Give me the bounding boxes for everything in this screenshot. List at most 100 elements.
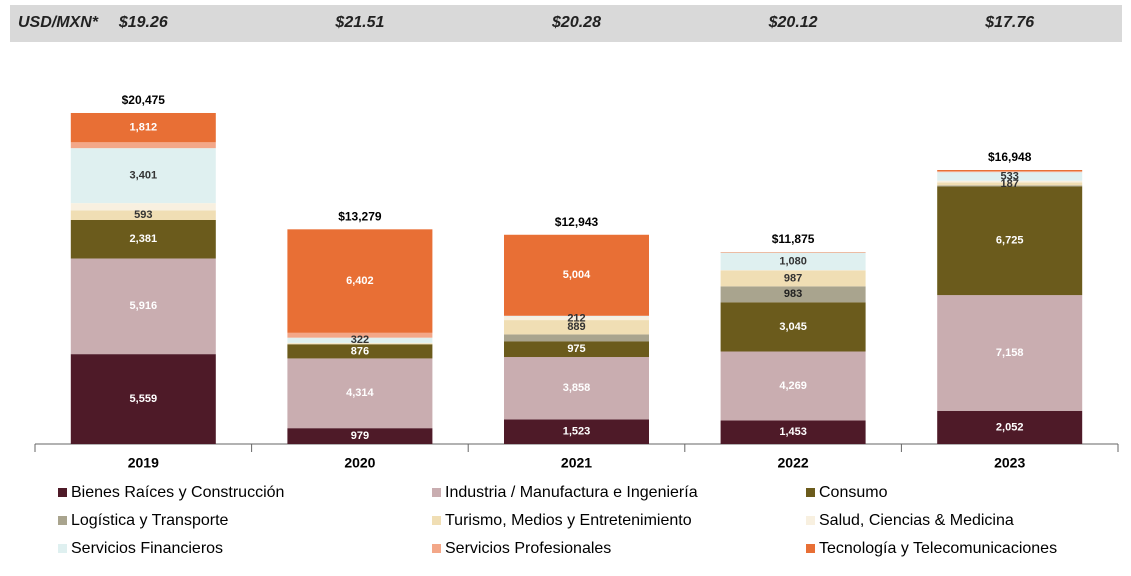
bar-segment [504, 316, 649, 321]
total-label: $16,948 [988, 150, 1032, 164]
bar-segment [287, 428, 433, 444]
bar-segment [70, 148, 216, 204]
legend-label: Servicios Financieros [71, 540, 223, 557]
bar-segment [70, 203, 216, 211]
legend-swatch [58, 488, 67, 497]
header-rate: $20.12 [768, 14, 818, 31]
bar-segment [287, 344, 433, 359]
legend-swatch [58, 516, 67, 525]
bar-segment [287, 337, 433, 343]
bar-segment [287, 343, 433, 345]
bar-segment [287, 342, 433, 344]
total-label: $20,475 [122, 93, 166, 107]
x-tick-label: 2023 [994, 455, 1025, 471]
data-label: 4,269 [779, 380, 807, 392]
data-label: 987 [784, 272, 802, 284]
bar-segment [937, 171, 1083, 173]
data-label: 593 [134, 209, 152, 221]
data-label: 6,402 [346, 275, 374, 287]
x-tick-label: 2019 [128, 455, 159, 471]
header-rate: $19.26 [118, 14, 168, 31]
data-label: 1,812 [130, 122, 158, 134]
data-label: 1,523 [563, 426, 591, 438]
data-label: 322 [351, 334, 369, 346]
bar-segment [287, 229, 433, 333]
bar-segment [70, 219, 216, 259]
total-label: $13,279 [338, 209, 382, 223]
bar-segment [937, 295, 1083, 411]
x-tick-label: 2021 [561, 455, 592, 471]
data-label: 979 [351, 430, 369, 442]
bar-segment [504, 334, 649, 342]
bar-segment [937, 172, 1083, 181]
legend-swatch [806, 516, 815, 525]
bar-segment [70, 142, 216, 149]
legend-swatch [432, 544, 441, 553]
legend-swatch [806, 544, 815, 553]
legend-label: Logística y Transporte [71, 512, 229, 529]
data-label: 5,559 [130, 393, 158, 405]
legend-label: Industria / Manufactura e Ingeniería [445, 484, 698, 501]
data-label: 5,916 [130, 300, 158, 312]
data-label: 889 [567, 321, 585, 333]
bar-segment [70, 210, 216, 220]
data-label: 6,725 [996, 235, 1024, 247]
bar-segment [937, 410, 1083, 444]
bar-segment [720, 351, 866, 421]
legend-swatch [432, 488, 441, 497]
legend-swatch [58, 544, 67, 553]
bar-segment [504, 357, 649, 420]
bar-segment [937, 180, 1083, 183]
data-label: 1,080 [779, 255, 807, 267]
header-rate: $21.51 [334, 14, 384, 31]
legend-label: Bienes Raíces y Construcción [71, 484, 284, 501]
bar-segment [937, 186, 1083, 296]
data-label: 3,401 [130, 170, 158, 182]
bar-segment [287, 358, 433, 429]
bar-segment [504, 316, 649, 317]
data-label: 2,381 [130, 233, 158, 245]
bar-segment [720, 420, 866, 444]
header-band [10, 5, 1122, 42]
bar-segment [504, 234, 649, 316]
bar-segment [70, 258, 216, 355]
data-label: 7,158 [996, 347, 1024, 359]
x-tick-label: 2022 [778, 455, 809, 471]
bar-segment [720, 286, 866, 303]
data-label: 5,004 [563, 269, 591, 281]
bar-segment [937, 170, 1083, 172]
bar-segment [720, 270, 866, 287]
data-label: 975 [567, 343, 585, 355]
data-label: 533 [1001, 170, 1019, 182]
header-label: USD/MXN* [18, 14, 99, 31]
bar-segment [720, 252, 866, 271]
legend-swatch [806, 488, 815, 497]
x-tick-label: 2020 [344, 455, 375, 471]
legend-label: Tecnología y Telecomunicaciones [819, 540, 1057, 557]
bar-segment [937, 182, 1083, 186]
data-label: 187 [1001, 178, 1019, 190]
bar-segment [504, 341, 649, 358]
data-label: 2,052 [996, 421, 1024, 433]
data-label: 4,314 [346, 387, 374, 399]
legend-label: Turismo, Medios y Entretenimiento [445, 512, 692, 529]
legend-label: Consumo [819, 484, 888, 501]
data-label: 876 [351, 345, 369, 357]
bar-segment [720, 302, 866, 352]
bar-segment [937, 185, 1083, 187]
legend-label: Salud, Ciencias & Medicina [819, 512, 1014, 529]
bar-segment [287, 332, 433, 338]
bar-segment [504, 320, 649, 335]
data-label: 3,045 [779, 321, 807, 333]
legend-label: Servicios Profesionales [445, 540, 611, 557]
data-label: 3,858 [563, 382, 591, 394]
total-label: $11,875 [772, 232, 815, 246]
header-rate: $20.28 [551, 14, 601, 31]
data-label: 212 [567, 312, 585, 324]
legend-swatch [432, 516, 441, 525]
bar-segment [70, 354, 216, 444]
data-label: 1,453 [779, 426, 807, 438]
header-rate: $17.76 [984, 14, 1034, 31]
bar-segment [504, 419, 649, 444]
bar-segment [70, 112, 216, 143]
